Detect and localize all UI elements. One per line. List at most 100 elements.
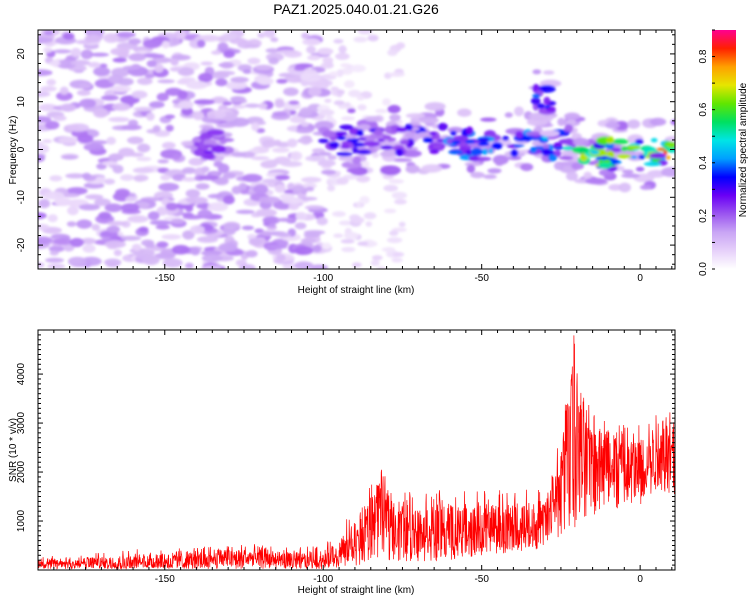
colorbar-tick-label: 0.0	[698, 262, 709, 276]
spectrogram-blob	[56, 91, 73, 101]
snr-frame	[37, 329, 676, 571]
spectrogram-blob	[365, 221, 373, 227]
spectrogram-blob	[311, 148, 326, 154]
spectrogram-blob	[164, 114, 176, 119]
spectrogram-blob	[502, 135, 510, 141]
spectrogram-blob	[352, 262, 362, 268]
x-tick-label: 0	[637, 273, 643, 284]
spectrogram-blob	[380, 165, 401, 176]
spectrogram-blob	[270, 37, 279, 43]
spectrogram-blob	[356, 175, 371, 183]
spectrogram-blob	[643, 151, 648, 157]
spectrogram-blob	[230, 76, 249, 83]
colorbar-label: Normalized spectral amplitude	[738, 82, 749, 217]
spectrogram-blob	[327, 155, 337, 160]
spectrogram-blob	[142, 53, 160, 58]
spectrogram-blob	[281, 197, 303, 205]
spectrogram-blob	[333, 39, 344, 44]
spectrogram-blob	[333, 100, 345, 106]
spectrogram-blob	[188, 157, 204, 166]
spectrogram-blob	[322, 130, 337, 138]
spectrogram-blob	[275, 232, 292, 238]
spectrogram-blob	[603, 159, 611, 163]
spectrogram-blob	[69, 237, 84, 248]
spectrogram-blob	[201, 250, 223, 256]
spectrogram-blob	[62, 32, 75, 40]
spectrogram-blob	[230, 96, 246, 103]
spectrogram-blob	[91, 223, 101, 231]
spectrogram-blob	[301, 121, 309, 127]
spectrogram-blob	[120, 235, 142, 241]
spectrogram-blob	[209, 72, 230, 79]
spectrogram-blob	[165, 124, 174, 132]
spectrogram-blob	[630, 155, 638, 159]
spectrogram-blob	[186, 80, 208, 90]
spectrogram-blob	[244, 44, 260, 49]
spectrogram-blob	[67, 123, 90, 132]
spectrogram-blob	[38, 198, 51, 209]
spectrogram-blob	[60, 103, 76, 112]
spectrogram-blob	[80, 49, 93, 60]
spectrogram-blob	[466, 164, 476, 173]
spectrogram-blob	[471, 147, 483, 156]
spectrogram-blob	[606, 136, 614, 145]
spectrogram-blob	[38, 144, 50, 154]
spectrogram-blob	[386, 237, 403, 244]
spectrogram-blob	[304, 205, 325, 210]
spectrogram-blob	[347, 108, 356, 114]
y-tick-label: 4000	[16, 363, 27, 386]
spectrogram-blob	[357, 129, 364, 136]
spectrogram-blob	[338, 45, 347, 54]
colorbar-tick-label: 0.4	[698, 155, 709, 169]
spectrogram-blob	[635, 166, 645, 172]
spectrogram-blob	[348, 143, 354, 149]
spectrogram-blob	[251, 156, 270, 161]
colorbar-tick-label: 0.2	[698, 209, 709, 223]
spectrogram-blob	[257, 32, 266, 39]
spectrogram-blob	[338, 155, 355, 162]
spectrogram-blob	[349, 214, 361, 222]
spectrogram-blob	[336, 136, 347, 141]
spectrogram-blob	[302, 38, 321, 46]
spectrogram-blob	[99, 63, 108, 68]
spectrogram-blob	[112, 57, 127, 63]
spectrogram-blob	[532, 93, 541, 99]
spectrogram-blob	[294, 246, 314, 256]
spectrogram-blob	[156, 92, 169, 102]
spectrogram-blob	[47, 214, 58, 223]
spectrogram-blob	[288, 203, 300, 211]
spectrogram-blob	[206, 129, 225, 136]
spectrogram-blob	[391, 191, 408, 200]
spectrogram-blob	[585, 177, 607, 185]
spectrogram-blob	[128, 53, 147, 62]
spectrogram-blob	[590, 149, 600, 155]
spectrogram-blob	[544, 105, 551, 109]
spectrogram-blob	[301, 32, 310, 39]
spectrogram-blob	[263, 30, 276, 38]
spectrogram-blob	[388, 179, 404, 184]
spectrogram-blob	[288, 100, 300, 105]
spectrogram-blob	[649, 152, 667, 159]
spectrogram-blob	[377, 138, 385, 142]
spectrogram-blob	[154, 63, 164, 73]
spectrogram-blob	[452, 135, 469, 142]
spectrogram-blob	[470, 171, 485, 179]
spectrogram-blob	[201, 166, 210, 173]
spectrogram-blob	[348, 89, 362, 98]
spectrogram-blob	[275, 217, 296, 222]
spectrogram-blob	[395, 148, 404, 157]
y-tick-label: 1000	[16, 509, 27, 532]
spectrogram-blob	[239, 264, 256, 269]
spectrogram-blob	[43, 191, 65, 200]
spectrogram-blob	[374, 128, 383, 136]
y-tick-label: 0	[16, 146, 27, 152]
spectrogram-blob	[146, 60, 157, 68]
spectrogram-blob	[526, 117, 549, 127]
spectrogram-blob	[520, 163, 534, 172]
spectrogram-blob	[247, 57, 261, 65]
spectrogram-blob	[220, 61, 234, 69]
spectrogram-blob	[572, 146, 589, 154]
spectrogram-blob	[274, 99, 285, 108]
spectrogram-blob	[583, 171, 592, 180]
spectrogram-blob	[47, 263, 66, 269]
